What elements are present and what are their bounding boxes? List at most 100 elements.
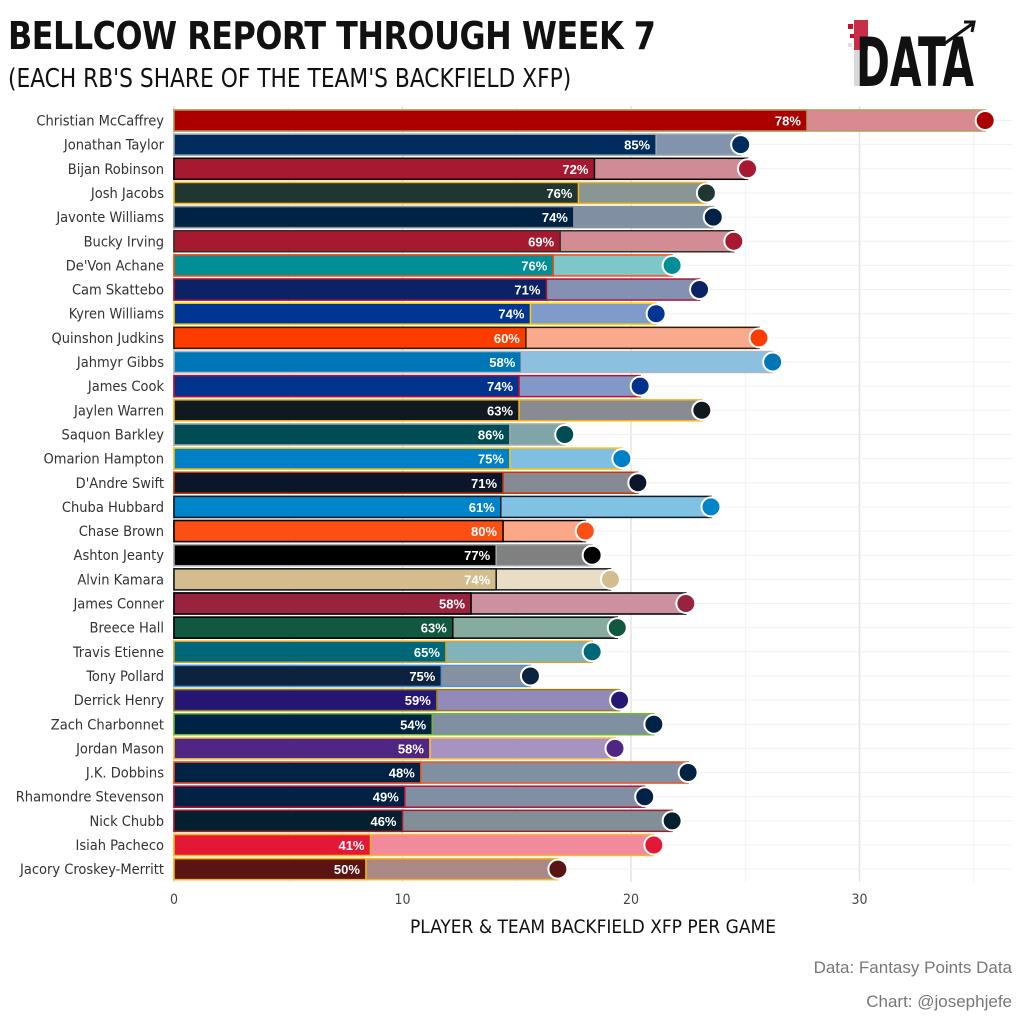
- player-name-label: Zach Charbonnet: [51, 717, 164, 733]
- share-label: 71%: [514, 283, 540, 298]
- player-bar: [173, 181, 580, 205]
- player-bar: [173, 857, 367, 881]
- player-bar: [173, 592, 472, 615]
- share-label: 80%: [471, 524, 497, 539]
- player-name-label: Quinshon Judkins: [51, 331, 164, 347]
- player-name-label: Ashton Jeanty: [74, 548, 165, 564]
- share-label: 76%: [546, 186, 572, 201]
- share-label: 48%: [389, 766, 415, 781]
- team-logo-marker: [643, 713, 665, 735]
- team-logo-marker: [677, 762, 699, 784]
- share-label: 85%: [624, 138, 650, 153]
- team-logo-marker: [661, 254, 683, 276]
- team-logo-marker: [689, 279, 711, 301]
- share-label: 50%: [334, 862, 360, 877]
- share-label: 58%: [489, 355, 515, 370]
- player-bar: [173, 737, 431, 760]
- player-name-label: Jaylen Warren: [73, 403, 164, 419]
- player-name-label: Jacory Croskey-Merritt: [19, 862, 164, 878]
- player-name-label: James Cook: [87, 379, 165, 395]
- player-bar: [173, 205, 575, 229]
- player-bar: [173, 254, 555, 277]
- share-label: 74%: [542, 210, 568, 225]
- share-label: 65%: [414, 645, 440, 660]
- player-bar: [173, 278, 548, 301]
- team-logo-marker: [611, 448, 633, 470]
- share-label: 78%: [775, 114, 801, 129]
- source-caption: Data: Fantasy Points Data: [813, 958, 1012, 977]
- credit-caption: Chart: @josephjefe: [866, 992, 1012, 1011]
- team-logo-marker: [748, 327, 770, 349]
- player-name-label: Rhamondre Stevenson: [16, 790, 164, 806]
- player-name-label: Javonte Williams: [55, 210, 164, 226]
- player-bar: [173, 568, 497, 591]
- share-label: 46%: [370, 814, 396, 829]
- share-label: 59%: [405, 693, 431, 708]
- player-name-label: Jonathan Taylor: [63, 138, 165, 154]
- share-label: 60%: [494, 331, 520, 346]
- team-logo-marker: [629, 375, 651, 397]
- player-name-label: James Conner: [72, 597, 164, 613]
- share-label: 74%: [498, 307, 524, 322]
- team-logo-marker: [554, 423, 576, 445]
- team-logo-marker: [643, 834, 665, 856]
- player-name-label: J.K. Dobbins: [85, 766, 164, 782]
- team-logo-marker: [675, 593, 697, 614]
- player-bar: [173, 374, 520, 398]
- team-logo-marker: [519, 665, 541, 687]
- player-bar: [173, 616, 454, 639]
- share-label: 61%: [469, 500, 495, 515]
- share-label: 76%: [521, 258, 547, 273]
- player-bar: [173, 423, 511, 446]
- team-logo-marker: [695, 182, 717, 204]
- player-bar: [173, 399, 520, 422]
- share-label: 58%: [398, 741, 424, 756]
- player-bar: [173, 109, 808, 132]
- player-bar: [173, 302, 532, 325]
- data-logo: DATA: [848, 20, 976, 100]
- player-bar: [173, 664, 443, 688]
- share-label: 72%: [562, 162, 588, 177]
- team-logo-marker: [730, 134, 752, 156]
- share-label: 75%: [409, 669, 435, 684]
- player-name-label: Breece Hall: [90, 621, 164, 637]
- team-logo-marker: [691, 399, 713, 421]
- player-bar: [173, 447, 511, 470]
- team-logo-marker: [599, 568, 621, 590]
- player-bar: [173, 326, 527, 350]
- player-name-label: Travis Etienne: [72, 645, 164, 661]
- share-label: 69%: [528, 234, 554, 249]
- player-name-label: Bijan Robinson: [68, 162, 164, 178]
- team-logo-marker: [606, 617, 628, 639]
- player-name-label: Saquon Barkley: [62, 427, 165, 443]
- team-logo-marker: [581, 544, 603, 566]
- team-logo-marker: [609, 689, 631, 711]
- player-bar: [173, 833, 372, 857]
- player-name-label: Nick Chubb: [90, 814, 164, 830]
- team-logo-marker: [634, 786, 656, 808]
- team-logo-marker: [604, 737, 626, 759]
- team-logo-marker: [574, 520, 596, 542]
- team-logo-marker: [700, 496, 722, 518]
- player-name-label: Chuba Hubbard: [62, 500, 164, 516]
- share-label: 41%: [338, 838, 364, 853]
- chart-title: BELLCOW REPORT THROUGH WEEK 7: [8, 14, 656, 58]
- player-name-label: Omarion Hampton: [43, 452, 164, 468]
- share-label: 74%: [464, 572, 490, 587]
- player-name-label: Bucky Irving: [84, 234, 164, 250]
- share-label: 63%: [421, 621, 447, 636]
- team-logo-marker: [974, 110, 996, 131]
- player-name-label: Cam Skattebo: [72, 283, 164, 299]
- bars: 78% Christian McCaffrey 85% Jonathan Taylor…: [16, 109, 996, 881]
- player-name-label: Jordan Mason: [75, 741, 164, 757]
- player-bar: [173, 519, 504, 543]
- player-bar: [173, 809, 404, 833]
- player-name-label: Christian McCaffrey: [36, 114, 164, 130]
- player-name-label: Isiah Pacheco: [75, 838, 164, 854]
- x-tick-label: 10: [394, 892, 410, 908]
- x-tick-label: 0: [170, 892, 178, 908]
- team-logo-marker: [581, 641, 603, 663]
- team-logo-marker: [627, 472, 649, 494]
- player-bar: [173, 713, 433, 736]
